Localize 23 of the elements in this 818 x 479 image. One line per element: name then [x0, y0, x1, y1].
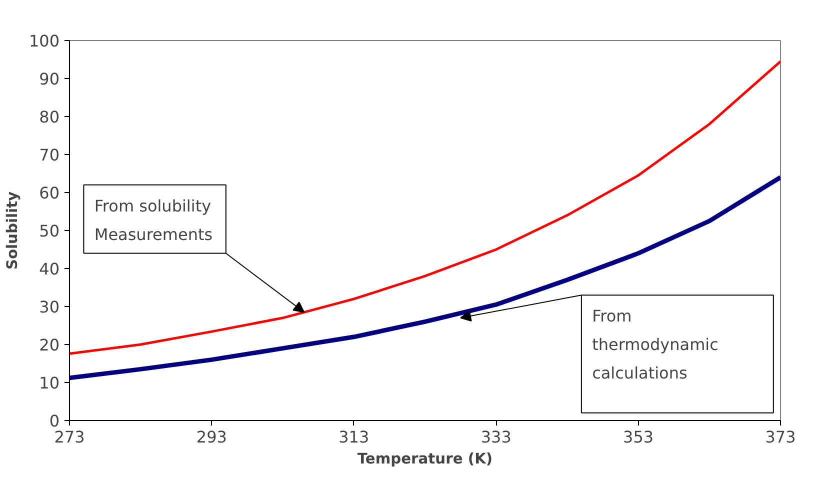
y-tick-label: 70	[39, 146, 60, 164]
y-tick-label: 0	[49, 412, 60, 430]
x-tick-label: 333	[480, 428, 512, 446]
x-tick-label: 273	[54, 428, 85, 446]
y-tick-label: 100	[28, 32, 60, 50]
y-tick-label: 20	[39, 336, 60, 354]
y-tick-label: 80	[39, 108, 60, 126]
annotation: From solubility Measurements	[94, 196, 213, 244]
annotation: From thermodynamic calculations	[592, 306, 718, 382]
x-tick-label: 293	[196, 428, 227, 446]
x-tick-label: 313	[338, 428, 370, 446]
y-tick-label: 30	[39, 298, 60, 316]
y-tick-label: 90	[39, 70, 60, 88]
line-series	[70, 60, 780, 355]
y-tick-label: 60	[39, 184, 60, 202]
x-tick-label: 353	[623, 428, 654, 446]
y-tick-label: 50	[39, 222, 60, 240]
x-axis-title: Temperature (K)	[357, 450, 493, 468]
line-series	[70, 175, 780, 380]
y-axis-title: Solubility	[4, 190, 21, 270]
y-tick-label: 10	[39, 374, 60, 392]
y-tick-label: 40	[39, 260, 60, 278]
x-tick-label: 373	[765, 428, 796, 446]
